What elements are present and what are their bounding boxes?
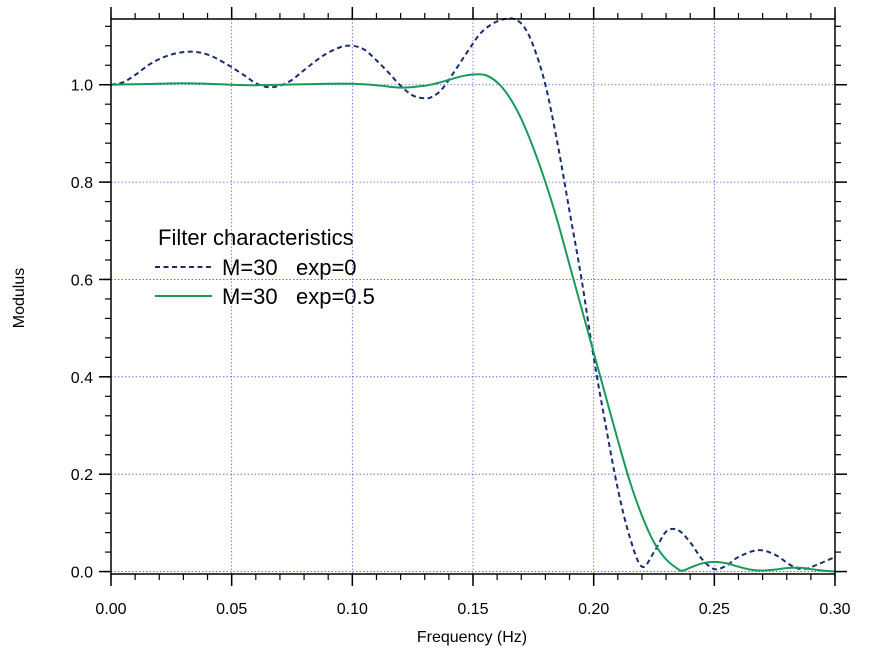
grid [110,19,836,574]
y-tick-label: 0.8 [71,175,93,192]
x-tick-label: 0.30 [819,601,850,618]
y-tick-labels: 0.0 0.2 0.4 0.6 0.8 1.0 [71,78,93,582]
y-tick-label: 0.0 [71,565,93,582]
series-line-exp05 [110,73,836,573]
x-tick-label: 0.25 [699,601,730,618]
x-tick-label: 0.20 [578,601,609,618]
legend-title: Filter characteristics [158,225,354,250]
y-tick-label: 0.6 [71,272,93,289]
x-tick-label: 0.15 [457,601,488,618]
y-axis-title: Modulus [11,268,28,328]
x-tick-label: 0.10 [337,601,368,618]
y-tick-label: 0.4 [71,370,93,387]
x-tick-labels: 0.00 0.05 0.10 0.15 0.20 0.25 0.30 [95,601,850,618]
x-axis-title: Frequency (Hz) [417,629,527,646]
x-tick-label: 0.05 [216,601,247,618]
legend-label-exp0: M=30 exp=0 [222,255,357,280]
y-tick-label: 1.0 [71,78,93,95]
y-tick-label: 0.2 [71,467,93,484]
plot-frame [110,18,836,575]
legend-label-exp05: M=30 exp=0.5 [222,284,375,309]
legend: Filter characteristics M=30 exp=0 M=30 e… [155,225,375,309]
x-tick-label: 0.00 [95,601,126,618]
major-ticks [99,7,847,586]
series-layer [110,17,836,573]
